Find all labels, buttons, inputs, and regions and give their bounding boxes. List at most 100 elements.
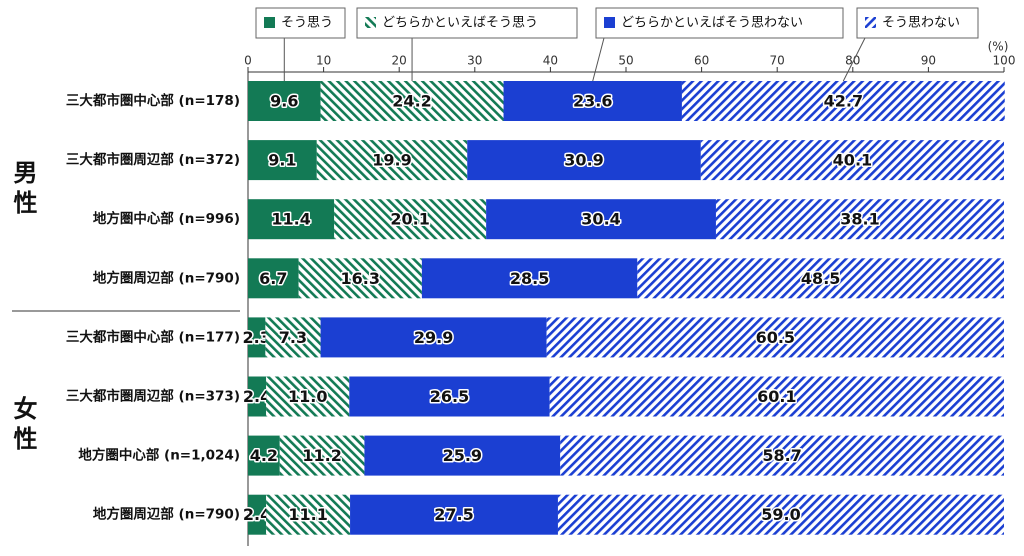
x-tick-label: 50	[618, 54, 633, 68]
x-tick-label: 10	[316, 54, 331, 68]
legend-leader	[592, 37, 605, 82]
bar-segment	[549, 376, 1004, 417]
bar-segment	[248, 494, 267, 535]
legend-label: そう思う	[281, 16, 333, 31]
bar-segment	[557, 494, 1004, 535]
bar-segment	[334, 199, 487, 240]
bar-segment	[316, 140, 468, 181]
legend-swatch	[264, 17, 275, 28]
value-label: 2.3	[243, 328, 271, 347]
value-label: 30.9	[564, 151, 603, 170]
x-tick-label: 30	[467, 54, 482, 68]
value-label: 58.7	[762, 446, 801, 465]
bar-segment	[637, 258, 1004, 299]
value-label: 23.6	[573, 92, 612, 111]
bar-segment	[349, 376, 550, 417]
value-label: 28.5	[510, 269, 549, 288]
value-label: 24.2	[392, 92, 431, 111]
value-label: 40.1	[833, 151, 872, 170]
bar-segment	[560, 435, 1004, 476]
value-label: 20.1	[390, 210, 429, 229]
x-unit: (%)	[988, 40, 1009, 54]
bar-segment	[320, 81, 504, 121]
bar-segment	[546, 317, 1004, 358]
category-label: 地方圏中心部 (n=996)	[93, 210, 240, 227]
x-tick-label: 90	[921, 54, 936, 68]
bar-segment	[265, 317, 321, 358]
bar-segment	[279, 435, 365, 476]
value-label: 2.4	[243, 387, 271, 406]
legend-swatch	[865, 17, 876, 28]
bar-segment	[467, 140, 701, 181]
value-label: 9.1	[268, 151, 296, 170]
value-label: 2.4	[243, 505, 271, 524]
bar-segment	[248, 140, 317, 181]
value-label: 19.9	[372, 151, 411, 170]
legend-box	[856, 7, 979, 39]
legend-box	[595, 7, 844, 39]
x-tick-label: 70	[770, 54, 785, 68]
bar-segment	[681, 81, 1005, 121]
legend-swatch	[604, 17, 615, 28]
value-label: 27.5	[434, 505, 473, 524]
bar-segment	[248, 317, 266, 358]
bar-segment	[320, 317, 547, 358]
category-label: 地方圏中心部 (n=1,024)	[78, 447, 240, 464]
legend-box	[356, 7, 578, 39]
bar-segment	[421, 258, 638, 299]
legend-label: どちらかといえばそう思わない	[621, 16, 803, 31]
group-label: 女性	[9, 395, 37, 456]
bar-segment	[298, 258, 422, 299]
value-label: 42.7	[824, 92, 863, 111]
value-label: 60.1	[757, 387, 796, 406]
bar-segment	[248, 376, 267, 417]
value-label: 11.2	[302, 446, 341, 465]
value-label: 4.2	[250, 446, 278, 465]
value-label: 25.9	[443, 446, 482, 465]
bar-segment	[266, 494, 351, 535]
value-label: 11.4	[271, 210, 310, 229]
category-label: 三大都市圏中心部 (n=178)	[66, 92, 240, 109]
bar-segment	[503, 81, 682, 121]
value-label: 48.5	[801, 269, 840, 288]
category-label: 三大都市圏周辺部 (n=373)	[66, 388, 240, 405]
value-label: 29.9	[414, 328, 453, 347]
value-label: 59.0	[761, 505, 800, 524]
value-label: 6.7	[259, 269, 287, 288]
legend-label: どちらかといえばそう思う	[382, 16, 538, 31]
x-tick-label: 60	[694, 54, 709, 68]
legend-label: そう思わない	[882, 16, 960, 31]
bar-segment	[700, 140, 1004, 181]
x-tick-label: 0	[244, 54, 252, 68]
category-label: 地方圏周辺部 (n=790)	[93, 506, 240, 523]
value-label: 11.1	[288, 505, 327, 524]
x-tick-label: 80	[845, 54, 860, 68]
value-label: 38.1	[840, 210, 879, 229]
legend-leader	[842, 37, 866, 82]
bar-segment	[364, 435, 561, 476]
group-label: 男性	[9, 160, 37, 220]
x-tick-label: 20	[392, 54, 407, 68]
bar-segment	[248, 435, 280, 476]
bar-segment	[248, 81, 321, 121]
bar-segment	[248, 258, 299, 299]
value-label: 26.5	[430, 387, 469, 406]
category-label: 三大都市圏周辺部 (n=372)	[66, 151, 240, 168]
x-tick-label: 100	[993, 54, 1016, 68]
category-label: 三大都市圏中心部 (n=177)	[66, 328, 240, 345]
bar-segment	[715, 199, 1004, 240]
bar-segment	[266, 376, 350, 417]
value-label: 11.0	[288, 387, 327, 406]
bar-segment	[248, 199, 335, 240]
category-label: 地方圏周辺部 (n=790)	[93, 269, 240, 286]
x-tick-label: 40	[543, 54, 558, 68]
value-label: 16.3	[341, 269, 380, 288]
bar-segment	[486, 199, 716, 240]
value-label: 9.6	[270, 92, 298, 111]
legend-swatch	[365, 17, 376, 28]
value-label: 7.3	[279, 328, 307, 347]
bar-segment	[350, 494, 558, 535]
value-label: 60.5	[756, 328, 795, 347]
value-label: 30.4	[581, 210, 620, 229]
